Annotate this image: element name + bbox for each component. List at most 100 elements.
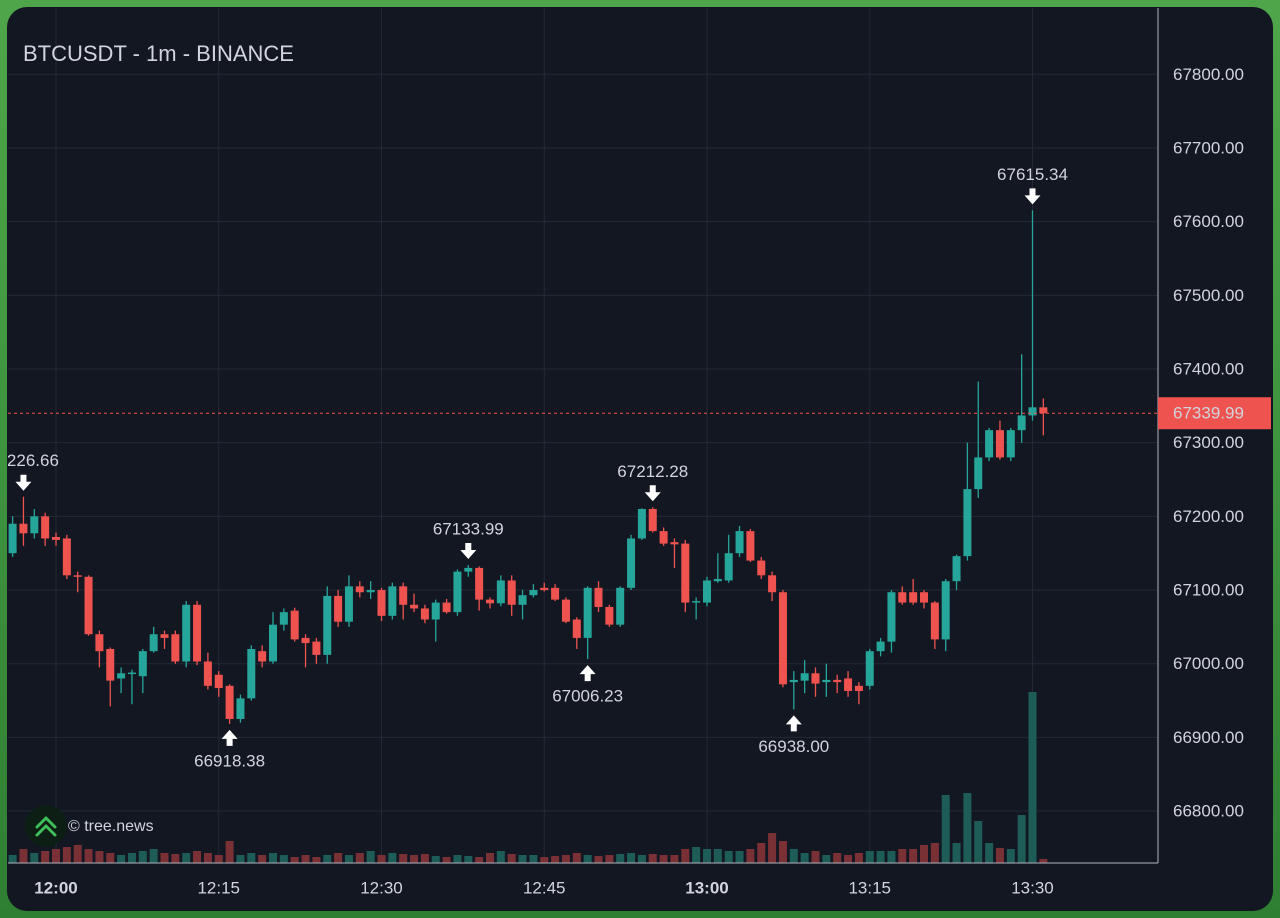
volume-bar: [659, 855, 668, 863]
candle-body: [507, 580, 516, 605]
volume-bar: [214, 855, 223, 863]
candle-body: [19, 523, 28, 534]
volume-bar: [52, 849, 60, 863]
marker-label: 66938.00: [758, 737, 829, 756]
volume-bar: [594, 856, 603, 863]
volume-bar: [1039, 859, 1048, 863]
volume-bar: [138, 851, 147, 863]
volume-bar: [561, 855, 570, 863]
volume-bar: [648, 854, 657, 863]
x-tick-label: 13:30: [1011, 878, 1054, 897]
marker-label: 66918.38: [194, 751, 265, 770]
last-price-label: 67339.99: [1173, 404, 1244, 423]
candle-body: [366, 590, 375, 593]
candle-body: [561, 599, 570, 622]
volume-bar: [865, 851, 874, 863]
volume-bar: [312, 857, 321, 863]
marker-arrow: [644, 485, 661, 502]
last-price-box: [1158, 397, 1271, 430]
volume-bar: [627, 853, 636, 863]
candle-body: [768, 575, 777, 593]
volume-bar: [963, 793, 972, 863]
candle-body: [344, 586, 353, 622]
volume-bar: [985, 843, 994, 863]
y-tick-label: 66800.00: [1173, 802, 1244, 821]
candle-body: [952, 556, 961, 582]
candle-body: [746, 531, 755, 561]
candle-body: [203, 661, 212, 686]
marker-label: 67615.34: [997, 165, 1068, 184]
candle-body: [52, 536, 60, 540]
candle-body: [757, 560, 766, 576]
candle-body: [258, 651, 267, 662]
volume-bar: [854, 853, 863, 863]
volume-bar: [1017, 815, 1026, 863]
marker-arrow: [579, 665, 596, 682]
volume-bar: [127, 853, 136, 863]
candle-body: [822, 679, 831, 683]
volume-bar: [171, 854, 180, 863]
candle-body: [844, 678, 853, 691]
candle-body: [833, 679, 842, 683]
candle-body: [420, 608, 429, 620]
candle-body: [214, 674, 223, 689]
candle-body: [410, 604, 419, 609]
volume-bar: [19, 849, 28, 863]
candle-body: [149, 634, 158, 652]
candle-body: [616, 587, 625, 625]
y-tick-label: 66900.00: [1173, 728, 1244, 747]
volume-bar: [225, 841, 234, 863]
volume-bar: [193, 851, 202, 863]
marker-label: 67226.66: [0, 451, 59, 470]
x-tick-label: 12:45: [523, 878, 566, 897]
candle-body: [464, 567, 473, 572]
volume-bar: [616, 854, 625, 863]
candle-body: [898, 592, 907, 603]
volume-bar: [876, 851, 885, 863]
panel: [7, 7, 1273, 911]
candle-body: [778, 592, 787, 685]
volume-bar: [768, 833, 777, 863]
candle-body: [735, 531, 744, 554]
watermark: © tree.news: [68, 818, 154, 835]
volume-bar: [952, 843, 961, 863]
volume-bar: [95, 851, 104, 863]
candle-body: [95, 634, 104, 652]
candle-body: [117, 673, 126, 679]
volume-bar: [941, 795, 950, 863]
candle-body: [127, 672, 136, 675]
plot-area: 67226.66 66918.38 67133.99 67006.23 67212.28…: [0, 165, 1158, 863]
candle-body: [388, 586, 397, 616]
y-tick-label: 67000.00: [1173, 654, 1244, 673]
candle-body: [1039, 407, 1048, 414]
candle-body: [171, 634, 180, 662]
volume-bar: [410, 855, 419, 863]
candle-body: [442, 602, 451, 613]
volume-bar: [106, 853, 115, 863]
volume-bar: [269, 853, 277, 863]
volume-bar: [800, 853, 809, 863]
candle-body: [1006, 430, 1015, 458]
volume-bar: [572, 853, 581, 863]
volume-bar: [388, 853, 397, 863]
volume-bar: [8, 855, 17, 863]
candle-body: [225, 685, 234, 719]
volume-bar: [203, 853, 212, 863]
grid: [8, 8, 1158, 863]
marker-label: 67006.23: [552, 687, 623, 706]
candle-body: [713, 578, 722, 582]
candle-body: [963, 489, 972, 557]
volume-bar: [746, 849, 755, 863]
candle-body: [974, 457, 983, 490]
y-tick-label: 67400.00: [1173, 359, 1244, 378]
volume-bar: [757, 843, 766, 863]
x-tick-label: 12:00: [34, 878, 77, 897]
marker-arrow: [221, 729, 238, 746]
volume-bar: [887, 851, 896, 863]
candle-body: [800, 673, 809, 681]
volume-bar: [431, 856, 440, 863]
volume-bar: [681, 849, 690, 863]
candle-body: [73, 575, 82, 577]
candle-body: [247, 648, 256, 699]
